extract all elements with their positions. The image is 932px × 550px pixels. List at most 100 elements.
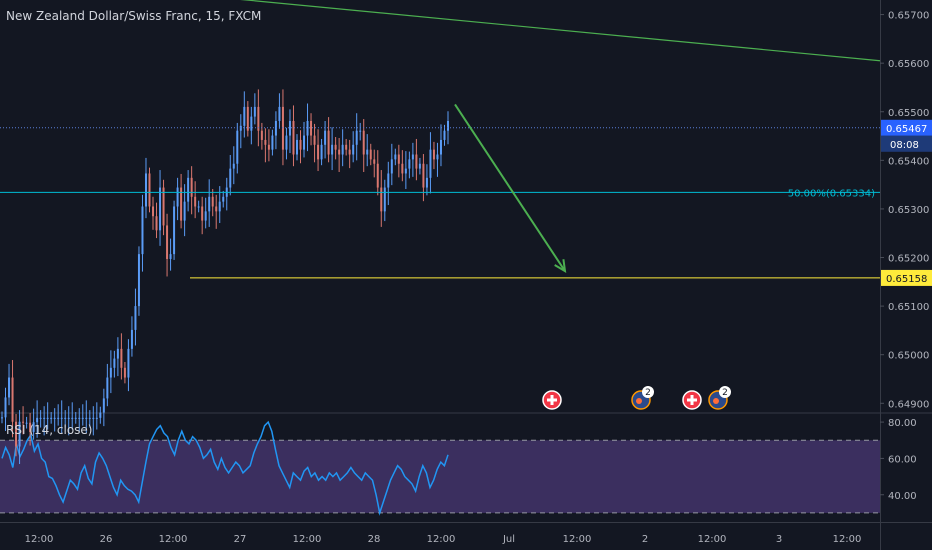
candle-body [67, 417, 70, 419]
candle-body [313, 135, 316, 145]
time-tick-label: 12:00 [427, 534, 456, 545]
candle-body [130, 329, 133, 349]
price-tick-label: 0.65000 [888, 351, 929, 362]
candle-body [257, 106, 260, 131]
candle-body [373, 159, 376, 164]
candle-body [201, 206, 204, 221]
time-tick-label: 27 [234, 534, 247, 545]
candle-body [173, 206, 176, 255]
candle-body [274, 120, 277, 136]
candle-body [271, 135, 274, 150]
rsi-tick-label: 60.00 [888, 454, 917, 465]
price-tick-label: 0.64900 [888, 399, 929, 410]
candle-body [155, 216, 158, 231]
candle-body [74, 417, 77, 419]
candles-layer [1, 89, 449, 465]
candle-body [11, 377, 14, 422]
candle-body [57, 417, 60, 419]
candle-body [123, 367, 126, 378]
candle-body [194, 196, 197, 207]
time-axis[interactable]: 12:00 26 12:00 27 12:00 28 12:00 Jul 12:00 2 12:00… [25, 534, 862, 545]
candle-body [376, 163, 379, 188]
flag-cross-horizontal [687, 398, 697, 402]
rsi-tick-label: 80.00 [888, 418, 917, 429]
candle-body [137, 254, 140, 307]
candle-body [148, 173, 151, 207]
time-tick-label: 26 [100, 534, 113, 545]
candle-body [32, 422, 35, 432]
candle-body [116, 348, 119, 359]
candle-body [218, 201, 221, 212]
candle-body [327, 130, 330, 155]
candle-body [60, 417, 63, 419]
candle-body [106, 377, 109, 399]
candle-body [99, 412, 102, 418]
price-tick-label: 0.65700 [888, 11, 929, 22]
candle-body [408, 159, 411, 169]
candle-body [102, 398, 105, 413]
candle-body [447, 120, 449, 131]
candle-body [53, 417, 56, 419]
candle-body [50, 417, 53, 419]
price-tick-label: 0.65600 [888, 59, 929, 70]
candle-body [264, 139, 267, 145]
candle-body [288, 120, 291, 136]
candle-body [85, 417, 88, 419]
candle-body [92, 417, 95, 419]
rsi-line [1, 420, 449, 516]
candle-body [159, 187, 162, 231]
candle-body [278, 106, 281, 121]
candle-body [320, 144, 323, 160]
candle-body [15, 421, 18, 447]
candle-body [88, 417, 91, 419]
candle-body [141, 206, 144, 255]
event-count-badge [719, 386, 731, 398]
candle-body [229, 168, 232, 188]
fib-level-label: 50.00%(0.65334) [788, 188, 875, 199]
candle-body [383, 187, 386, 212]
time-tick-label: 2 [642, 534, 648, 545]
candle-body [429, 149, 432, 178]
candle-body [1, 417, 3, 419]
event-group-badge-dot [713, 398, 719, 404]
candle-body [380, 187, 383, 212]
candle-body [232, 163, 235, 169]
symbol-title[interactable]: New Zealand Dollar/Swiss Franc, 15, FXCM [6, 9, 261, 23]
candle-body [95, 417, 98, 419]
candle-body [180, 187, 183, 221]
candle-body [127, 348, 130, 378]
candle-body [176, 187, 179, 207]
candle-body [109, 367, 112, 378]
candle-body [162, 187, 165, 226]
trend-line [240, 0, 881, 62]
candle-body [46, 417, 49, 419]
candle-body [134, 306, 137, 330]
candle-body [295, 139, 298, 155]
candle-body [78, 417, 81, 419]
event-count-badge [642, 386, 654, 398]
candle-body [120, 348, 123, 368]
candle-body [331, 144, 334, 155]
candle-body [267, 144, 270, 150]
candle-body [187, 177, 190, 202]
candle-body [36, 417, 39, 423]
time-tick-label: Jul [502, 534, 515, 545]
time-tick-label: 12:00 [159, 534, 188, 545]
candle-body [401, 163, 404, 174]
flag-cross-horizontal [547, 398, 557, 402]
price-axis[interactable]: 0.65700 0.65600 0.65500 0.65400 0.65300 0.652… [880, 11, 929, 411]
candle-body [208, 196, 211, 212]
candle-body [355, 130, 358, 145]
rsi-title[interactable]: RSI (14, close) [6, 423, 92, 437]
rsi-tick-label: 40.00 [888, 491, 917, 502]
candle-body [260, 130, 263, 140]
rsi-axis[interactable]: 80.00 60.00 40.00 [880, 418, 917, 502]
candle-body [236, 130, 239, 164]
candle-body [204, 211, 207, 221]
candle-body [432, 149, 435, 160]
current-price-tag [881, 119, 932, 136]
candle-body [352, 144, 355, 155]
candle-body [243, 106, 246, 126]
